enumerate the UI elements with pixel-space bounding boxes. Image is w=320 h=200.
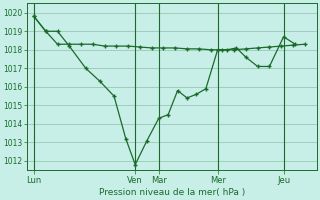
X-axis label: Pression niveau de la mer( hPa ): Pression niveau de la mer( hPa ) bbox=[99, 188, 245, 197]
